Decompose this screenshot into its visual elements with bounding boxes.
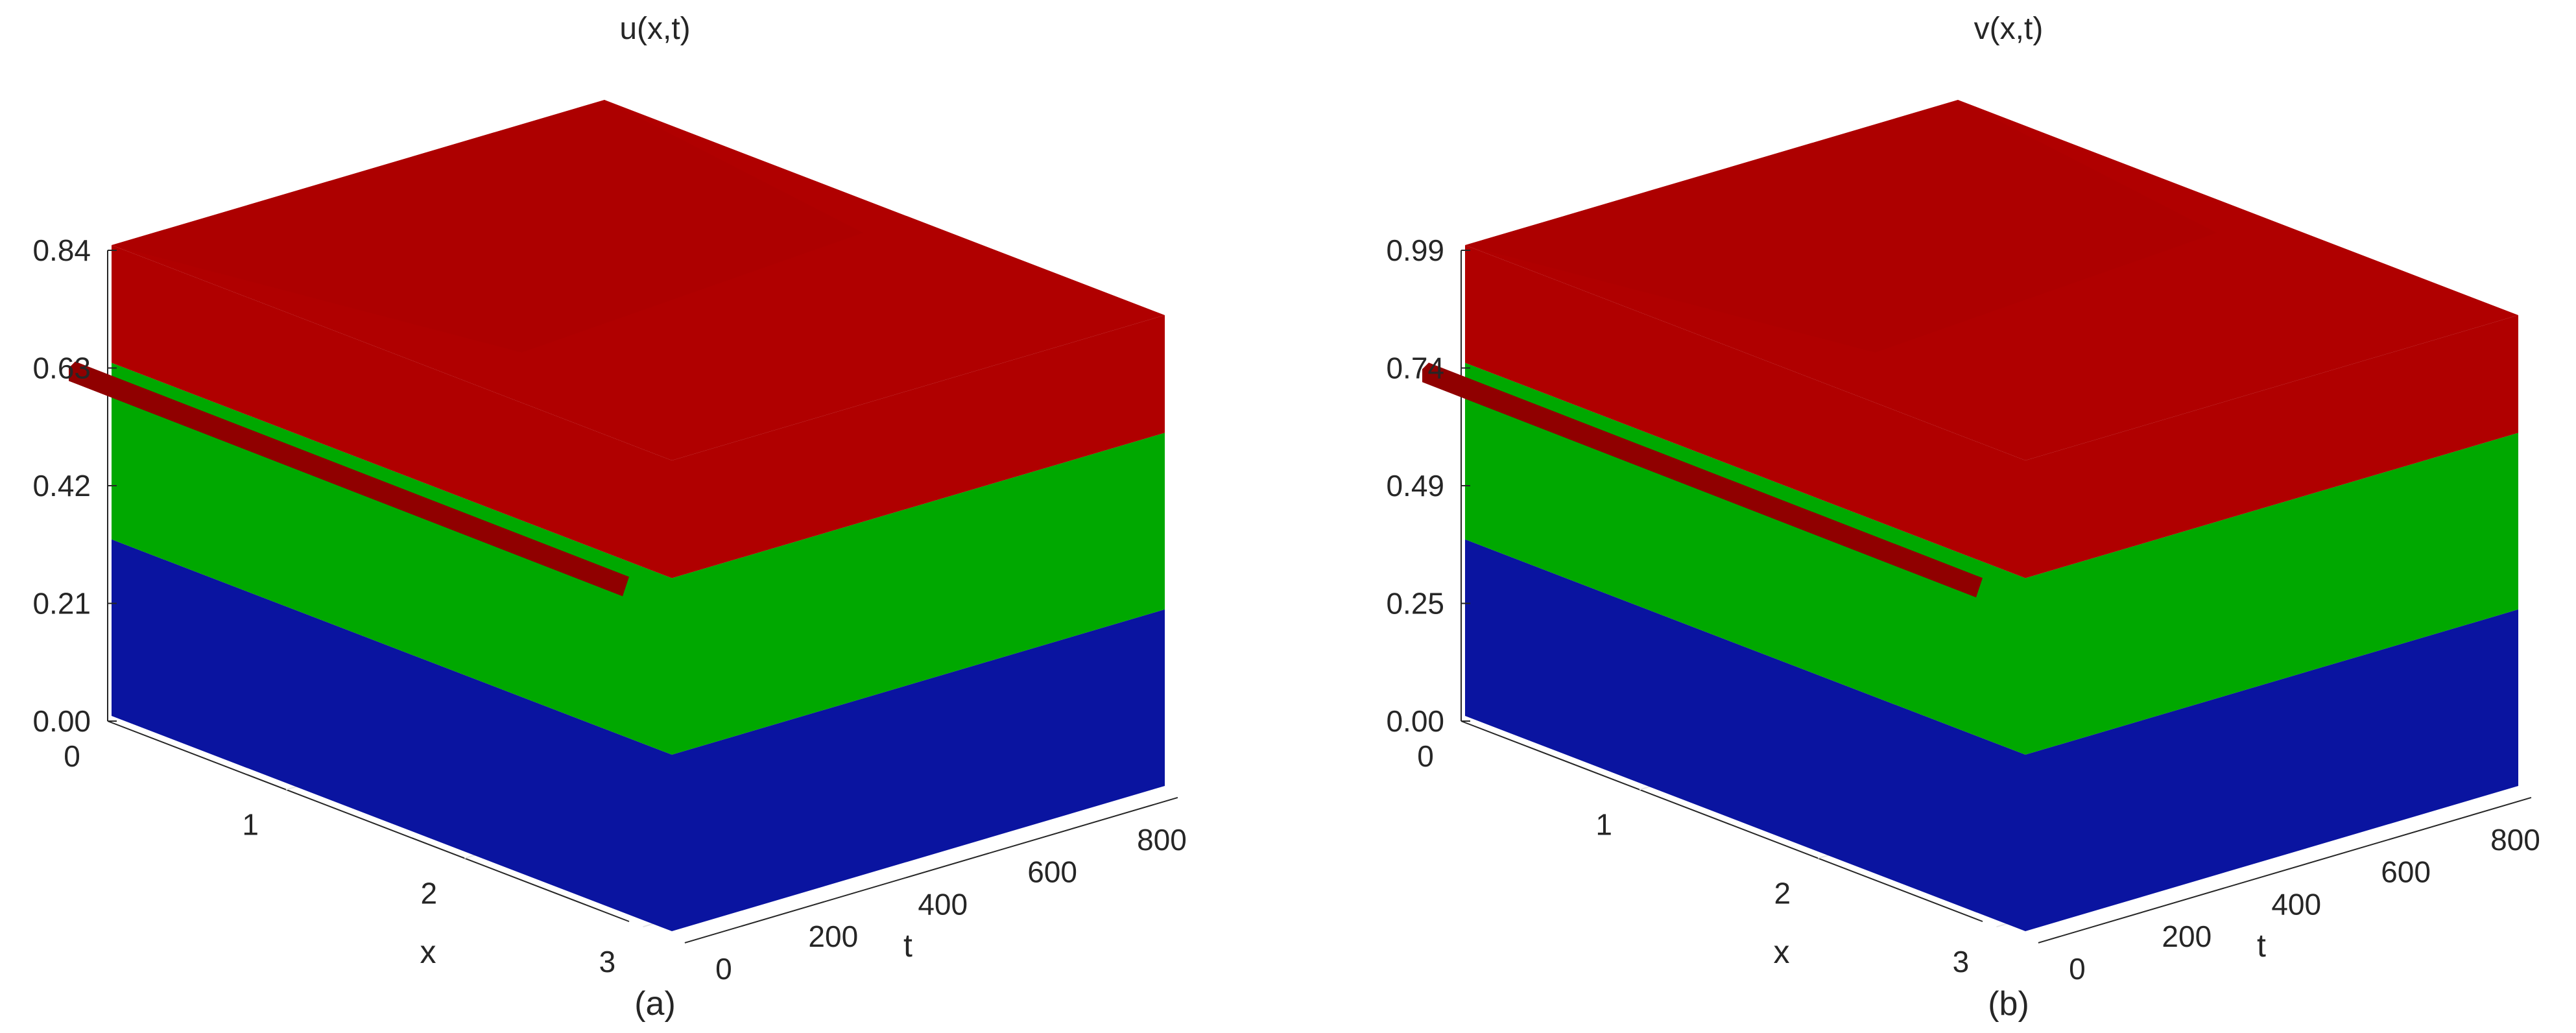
t-tick-label: 800 <box>2490 823 2540 857</box>
z-tick-label: 0.74 <box>1386 351 1444 385</box>
x-tick-label: 2 <box>421 876 438 910</box>
surface-face-t-band-1 <box>672 609 1165 931</box>
surface-face-x-band-3 <box>112 245 672 578</box>
chart-panel-1: 0.00 0.21 0.42 0.63 0.84 0 1 2 3 0 200 400 600 800 x t u… <box>32 12 1186 1023</box>
surface-face-x-band-1 <box>112 539 672 931</box>
t-tick-label: 0 <box>2069 952 2086 986</box>
t-tick-label: 800 <box>1137 823 1187 857</box>
z-tick-label: 0.00 <box>1386 704 1444 738</box>
surface-face-t-band-2 <box>672 433 1165 755</box>
surface-face-t-band-1 <box>2025 609 2518 931</box>
t-axis-line <box>2038 797 2532 944</box>
x-tick-label: 1 <box>1595 808 1612 842</box>
surface-shade <box>1465 100 2217 353</box>
chart-title: v(x,t) <box>1974 12 2044 46</box>
t-tick-label: 600 <box>2381 855 2431 889</box>
surface-face-x-band-2 <box>1465 362 2025 755</box>
surface-top <box>112 100 1165 460</box>
x-axis-label: x <box>420 934 436 970</box>
t-axis-label: t <box>2257 927 2266 964</box>
z-tick-label: 0.84 <box>32 233 91 267</box>
t-tick-label: 200 <box>808 920 858 953</box>
t-tick-label: 200 <box>2162 920 2212 953</box>
initial-condition-ridge <box>69 361 629 597</box>
surface-shade <box>112 100 864 353</box>
z-tick-label: 0.99 <box>1386 233 1444 267</box>
x-tick-label: 0 <box>1417 739 1434 773</box>
t-tick-label: 400 <box>2271 887 2321 921</box>
surface-face-t-band-2 <box>2025 433 2518 755</box>
chart-title: u(x,t) <box>619 12 690 46</box>
x-axis-line <box>107 720 630 922</box>
z-tick-label: 0.63 <box>32 351 91 385</box>
x-tick-label: 2 <box>1774 876 1791 910</box>
z-tick-label: 0.25 <box>1386 587 1444 621</box>
panel-label: (a) <box>634 985 676 1023</box>
t-tick-label: 400 <box>918 887 968 921</box>
z-tick-label: 0.00 <box>32 704 91 738</box>
x-tick-label: 0 <box>64 739 80 773</box>
surface-face-x-band-2 <box>112 362 672 755</box>
surface-face-t-band-3 <box>2025 315 2518 578</box>
chart-panel-2: 0.00 0.25 0.49 0.74 0.99 0 1 2 3 0 200 400 600 800 x t v… <box>1386 12 2540 1023</box>
surface-face-x-band-3 <box>1465 245 2025 578</box>
surface-face-t-band-3 <box>672 315 1165 578</box>
panel-label: (b) <box>1988 985 2029 1023</box>
surface-top <box>1465 100 2518 460</box>
x-tick-label: 3 <box>1953 945 1970 979</box>
t-tick-label: 600 <box>1027 855 1077 889</box>
t-axis-line <box>684 797 1178 944</box>
z-tick-label: 0.42 <box>32 469 91 503</box>
x-tick-label: 3 <box>599 945 616 979</box>
initial-condition-ridge <box>1422 362 1983 598</box>
t-tick-label: 0 <box>715 952 732 986</box>
x-tick-label: 1 <box>242 808 259 842</box>
surface-face-x-band-1 <box>1465 539 2025 931</box>
z-tick-label: 0.21 <box>32 587 91 621</box>
x-axis-line <box>1461 720 1983 922</box>
z-tick-label: 0.49 <box>1386 469 1444 503</box>
x-axis-label: x <box>1774 934 1790 970</box>
t-axis-label: t <box>903 927 912 964</box>
